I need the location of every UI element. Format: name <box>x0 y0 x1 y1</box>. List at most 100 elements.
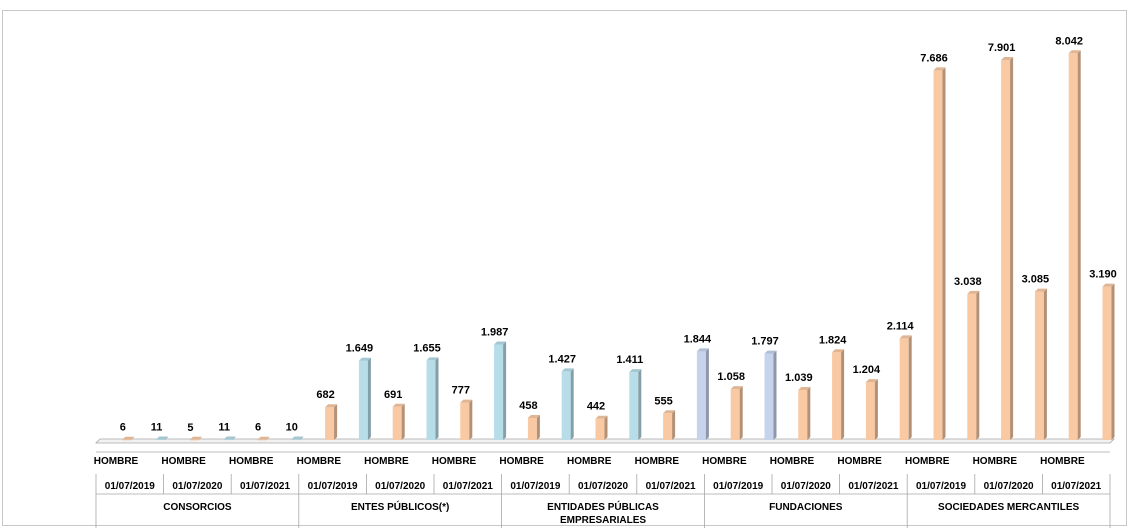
bar-top <box>1001 57 1014 61</box>
bar-side <box>874 379 878 440</box>
bar-side <box>942 67 946 441</box>
data-label: 1.411 <box>616 354 643 366</box>
data-label: 1.039 <box>785 372 813 384</box>
bar-front <box>561 371 571 440</box>
axis-label-date: 01/07/2020 <box>172 481 222 492</box>
bar-side <box>773 350 777 440</box>
bar-1-4 <box>460 399 473 440</box>
bar-top <box>189 436 202 440</box>
bar-front <box>1068 53 1078 440</box>
data-label: 5 <box>187 422 193 434</box>
bar-side <box>469 399 473 440</box>
bar-side <box>367 357 371 440</box>
bar-front <box>764 353 774 440</box>
axis-label-hombre: HOMBRE <box>364 456 409 467</box>
axis-label-date: 01/07/2020 <box>375 481 425 492</box>
axis-label-date: 01/07/2020 <box>578 481 628 492</box>
axis-label-date: 01/07/2019 <box>916 481 966 492</box>
bar-top <box>291 436 304 440</box>
bar-top <box>933 67 946 71</box>
bar-side <box>739 386 743 440</box>
axis-label-hombre: HOMBRE <box>567 456 612 467</box>
data-label: 555 <box>654 395 672 407</box>
category-label-line2: EMPRESARIALES <box>560 515 646 526</box>
bar-side <box>1077 50 1081 440</box>
bar-0-0 <box>122 436 135 441</box>
data-label: 1.797 <box>751 336 779 348</box>
bar-2-1 <box>561 368 574 440</box>
data-label: 6 <box>255 422 261 434</box>
category-label: ENTES PÚBLICOS(*) <box>351 500 449 513</box>
bar-front <box>595 418 605 440</box>
data-label: 3.085 <box>1022 274 1050 286</box>
data-label: 7.686 <box>920 52 948 64</box>
bar-0-2 <box>189 436 202 441</box>
data-label: 11 <box>151 421 163 433</box>
data-label: 1.824 <box>819 334 847 346</box>
bar-2-4 <box>663 410 676 440</box>
axis-label-date: 01/07/2020 <box>781 481 831 492</box>
bar-top <box>1102 283 1115 287</box>
bar-0-5 <box>291 436 304 441</box>
bar-side <box>1010 57 1014 441</box>
bar-top <box>832 349 845 353</box>
axis-label-date: 01/07/2021 <box>1051 481 1101 492</box>
category-label: ENTIDADES PÚBLICAS <box>547 500 659 513</box>
bar-top <box>629 369 642 373</box>
data-label: 777 <box>452 385 470 397</box>
axis-label-date: 01/07/2019 <box>713 481 763 492</box>
axis-label-date: 01/07/2021 <box>443 481 493 492</box>
data-label: 1.844 <box>684 333 712 345</box>
bar-top <box>561 368 574 372</box>
category-label: SOCIEDADES MERCANTILES <box>938 502 1079 513</box>
axis-label-hombre: HOMBRE <box>837 456 882 467</box>
bar-side <box>672 410 676 440</box>
axis-label-date: 01/07/2021 <box>848 481 898 492</box>
bar-side <box>841 349 845 440</box>
bar-3-0 <box>730 386 743 440</box>
data-label: 682 <box>316 389 334 401</box>
bar-2-3 <box>629 369 642 440</box>
bar-top <box>663 410 676 414</box>
bar-0-1 <box>156 436 169 441</box>
bar-top <box>798 387 811 391</box>
bar-front <box>156 439 166 441</box>
bar-3-3 <box>832 349 845 440</box>
bar-front <box>832 352 842 440</box>
bar-side <box>165 436 169 440</box>
bar-front <box>865 382 875 440</box>
bar-top <box>358 357 371 361</box>
axis-label-hombre: HOMBRE <box>770 456 815 467</box>
data-label: 1.655 <box>413 342 441 354</box>
bar-3-4 <box>865 379 878 440</box>
bar-side <box>1111 283 1115 440</box>
data-label: 2.114 <box>887 320 915 332</box>
bar-side <box>604 415 608 440</box>
bar-front <box>967 293 977 440</box>
axis-label-date: 01/07/2021 <box>646 481 696 492</box>
bar-top <box>899 335 912 339</box>
bar-front <box>730 389 740 440</box>
bar-side <box>536 414 540 440</box>
bar-front <box>392 406 402 440</box>
bar-side <box>1043 288 1047 440</box>
bar-front <box>257 439 267 441</box>
bar-top <box>494 341 507 345</box>
bar-top <box>325 404 338 408</box>
bar-side <box>131 436 135 440</box>
bar-top <box>967 290 980 294</box>
axis-label-date: 01/07/2019 <box>308 481 358 492</box>
bar-top <box>392 403 405 407</box>
axis-label-hombre: HOMBRE <box>905 456 950 467</box>
data-label: 8.042 <box>1055 35 1083 47</box>
bar-1-0 <box>325 404 338 440</box>
bar-top <box>764 350 777 354</box>
bar-front <box>189 439 199 441</box>
bar-front <box>629 372 639 440</box>
data-label: 11 <box>218 421 230 433</box>
bar-2-5 <box>696 348 709 440</box>
bar-top <box>730 386 743 390</box>
bar-side <box>435 357 439 440</box>
bar-top <box>865 379 878 383</box>
bar-side <box>232 436 236 440</box>
